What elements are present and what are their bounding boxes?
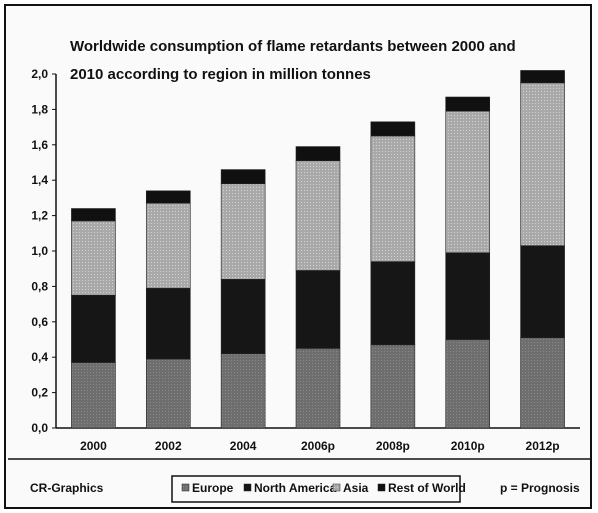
x-tick-label: 2000 xyxy=(80,439,107,453)
bar-north-america-2012p xyxy=(520,245,565,339)
bar-europe-2002 xyxy=(145,358,191,429)
bar-north-america-2010p xyxy=(445,252,491,340)
source-label: CR-Graphics xyxy=(30,481,104,495)
bar-rest-of-world-2000 xyxy=(71,208,116,222)
bar-europe-2000 xyxy=(71,362,116,429)
x-tick-label: 2002 xyxy=(155,439,182,453)
bar-plot-area xyxy=(71,70,565,429)
bar-rest-of-world-2008p xyxy=(370,121,416,137)
bar-asia-2010p xyxy=(445,110,491,254)
y-tick-label: 1,8 xyxy=(31,102,48,116)
bar-europe-2004 xyxy=(220,353,266,429)
legend-label-europe: Europe xyxy=(192,481,234,495)
legend: Europe North America Asia Rest of World xyxy=(171,475,466,503)
y-tick-label: 0,4 xyxy=(31,350,48,364)
y-tick-label: 0,8 xyxy=(31,279,48,293)
y-tick-label: 2,0 xyxy=(31,67,48,81)
legend-label-rest-of-world: Rest of World xyxy=(388,481,466,495)
y-tick-label: 1,6 xyxy=(31,138,48,152)
legend-swatch-europe xyxy=(181,483,190,492)
bar-rest-of-world-2010p xyxy=(445,96,491,112)
legend-box xyxy=(171,475,461,503)
x-tick-label: 2006p xyxy=(301,439,335,453)
chart-title-line-1: Worldwide consumption of flame retardant… xyxy=(70,38,516,55)
bar-rest-of-world-2004 xyxy=(220,169,266,185)
bar-rest-of-world-2012p xyxy=(520,70,565,84)
x-axis-ticks: 2000 2002 2004 2006p 2008p 2010p 2012p xyxy=(80,439,560,453)
legend-label-asia: Asia xyxy=(343,481,369,495)
bar-north-america-2008p xyxy=(370,261,416,346)
bar-asia-2002 xyxy=(145,202,191,289)
x-tick-label: 2012p xyxy=(526,439,560,453)
legend-swatch-asia xyxy=(332,483,341,492)
bar-asia-2000 xyxy=(71,220,116,296)
legend-swatch-rest-of-world xyxy=(377,483,386,492)
y-tick-label: 1,2 xyxy=(31,209,48,223)
bar-north-america-2006p xyxy=(295,270,341,349)
y-tick-label: 0,0 xyxy=(31,421,48,435)
x-tick-label: 2010p xyxy=(451,439,485,453)
bar-asia-2008p xyxy=(370,135,416,262)
y-axis-ticks: 0,0 0,2 0,4 0,6 0,8 1,0 1,2 1,4 1,6 1,8 2,0 xyxy=(31,67,56,435)
y-tick-label: 0,6 xyxy=(31,315,48,329)
bar-north-america-2004 xyxy=(220,279,266,354)
bar-asia-2006p xyxy=(295,160,341,271)
bar-europe-2008p xyxy=(370,344,416,429)
prognosis-note: p = Prognosis xyxy=(500,481,580,495)
bar-north-america-2000 xyxy=(71,294,116,363)
legend-swatch-north-america xyxy=(243,483,252,492)
bar-rest-of-world-2006p xyxy=(295,146,341,162)
y-tick-label: 1,0 xyxy=(31,244,48,258)
bar-asia-2004 xyxy=(220,183,266,280)
bar-asia-2012p xyxy=(520,82,565,246)
chart-title-line-2: 2010 according to region in million tonn… xyxy=(70,66,371,83)
legend-label-north-america: North America xyxy=(254,481,337,495)
bar-north-america-2002 xyxy=(145,287,191,360)
x-tick-label: 2008p xyxy=(376,439,410,453)
y-tick-label: 1,4 xyxy=(31,173,48,187)
x-tick-label: 2004 xyxy=(230,439,257,453)
bar-europe-2006p xyxy=(295,348,341,429)
bar-europe-2012p xyxy=(520,337,565,429)
bar-europe-2010p xyxy=(445,339,491,429)
bar-rest-of-world-2002 xyxy=(145,190,191,204)
y-tick-label: 0,2 xyxy=(31,386,48,400)
